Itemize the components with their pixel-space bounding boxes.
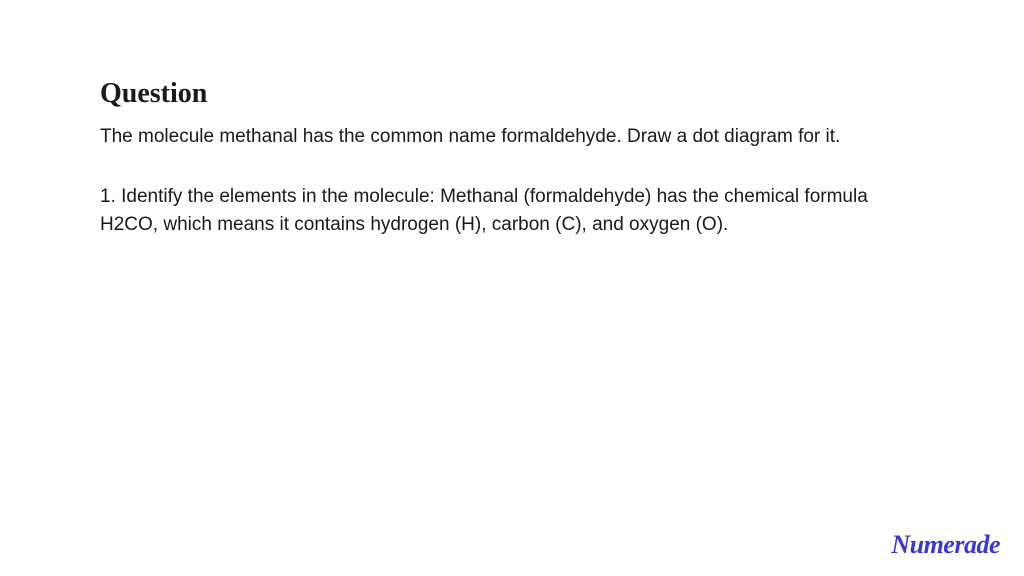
answer-step-text: 1. Identify the elements in the molecule…: [100, 183, 924, 240]
numerade-logo: Numerade: [891, 530, 1000, 560]
content-area: Question The molecule methanal has the c…: [0, 0, 1024, 240]
question-text: The molecule methanal has the common nam…: [100, 124, 924, 151]
question-heading: Question: [100, 78, 924, 110]
